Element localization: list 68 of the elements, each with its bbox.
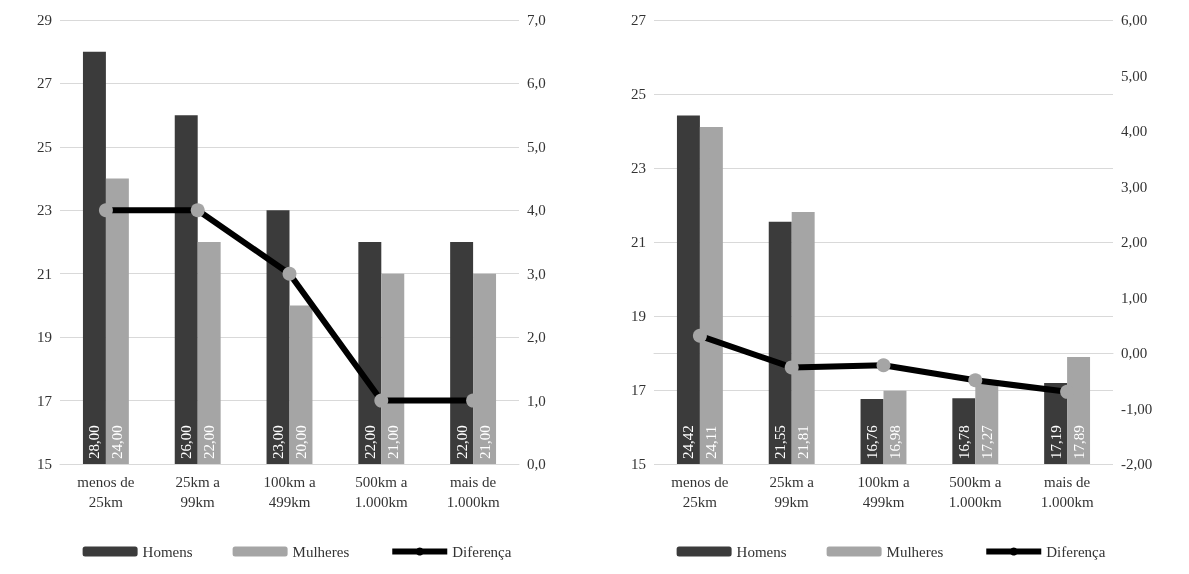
data-label: 26,00 (178, 425, 195, 459)
data-label: 24,11 (703, 425, 720, 459)
data-label: 22,00 (361, 425, 378, 459)
data-label: 23,00 (270, 425, 287, 459)
legend-label: Diferença (452, 543, 512, 560)
y-tick-label: 21 (37, 265, 52, 282)
y2-tick-label: 6,00 (1121, 12, 1148, 28)
x-tick-label: 500km a 1.000km (948, 474, 1003, 510)
y-tick-label: 15 (37, 456, 52, 472)
y-tick-label: 23 (37, 202, 52, 219)
y2-tick-label: 5,00 (1121, 67, 1148, 84)
x-tick-label: mais de 1.000km (446, 474, 500, 510)
y2-tick-label: 3,0 (527, 265, 546, 282)
y2-tick-label: -2,00 (1121, 456, 1153, 472)
legend-label: Diferença (1046, 543, 1106, 560)
y2-tick-label: 4,0 (527, 202, 546, 219)
data-label: 16,78 (955, 425, 972, 459)
data-label: 16,98 (886, 425, 903, 459)
y-tick-label: 25 (631, 86, 646, 102)
x-tick-label: 25km a 99km (769, 474, 815, 510)
y2-tick-label: 5,0 (527, 138, 546, 155)
y-tick-label: 17 (631, 382, 647, 398)
data-label: 22,00 (453, 425, 470, 459)
data-label: 28,00 (86, 425, 103, 459)
y2-tick-label: 6,0 (527, 75, 546, 92)
y-tick-label: 27 (37, 75, 53, 92)
x-tick-label: 100km a 499km (857, 474, 910, 510)
x-tick-label: 500km a 1.000km (354, 474, 409, 510)
data-label: 21,81 (795, 425, 812, 459)
data-label: 21,00 (384, 425, 401, 459)
y2-tick-label: 7,0 (527, 12, 546, 28)
data-label: 20,00 (292, 425, 309, 459)
y2-tick-label: 3,00 (1121, 178, 1148, 195)
y-tick-label: 19 (631, 308, 646, 324)
y-tick-label: 23 (631, 160, 646, 176)
x-tick-label: mais de 1.000km (1040, 474, 1094, 510)
data-label: 21,00 (476, 425, 493, 459)
x-tick-label: menos de 25km (671, 474, 729, 510)
legend-label: Homens (736, 543, 787, 560)
y2-tick-label: -1,00 (1121, 400, 1153, 417)
y2-tick-label: 2,0 (527, 329, 546, 346)
y-tick-label: 25 (37, 138, 52, 155)
y-tick-label: 29 (37, 12, 52, 28)
y-tick-label: 17 (37, 392, 53, 409)
data-label: 16,76 (864, 424, 881, 459)
y-tick-label: 19 (37, 329, 52, 346)
data-label: 21,55 (772, 425, 789, 459)
data-label: 17,27 (978, 424, 995, 459)
y2-tick-label: 1,00 (1121, 289, 1148, 306)
data-label: 17,89 (1070, 425, 1087, 459)
data-label: 17,19 (1047, 425, 1064, 459)
x-tick-label: 100km a 499km (263, 474, 316, 510)
y-tick-label: 21 (631, 234, 646, 250)
y-tick-label: 27 (631, 12, 647, 28)
legend-label: Mulheres (292, 543, 350, 560)
y2-tick-label: 0,0 (527, 456, 546, 472)
y2-tick-label: 2,00 (1121, 234, 1148, 250)
x-tick-label: menos de 25km (77, 474, 135, 510)
y2-tick-label: 1,0 (527, 392, 546, 409)
data-label: 24,00 (109, 425, 126, 459)
y2-tick-label: 0,00 (1121, 345, 1148, 361)
legend-label: Mulheres (886, 543, 944, 560)
data-label: 24,42 (680, 425, 697, 459)
y2-tick-label: 4,00 (1121, 123, 1148, 139)
y-tick-label: 15 (631, 456, 646, 472)
legend-label: Homens (142, 543, 193, 560)
data-label: 22,00 (201, 425, 218, 459)
x-tick-label: 25km a 99km (175, 474, 221, 510)
